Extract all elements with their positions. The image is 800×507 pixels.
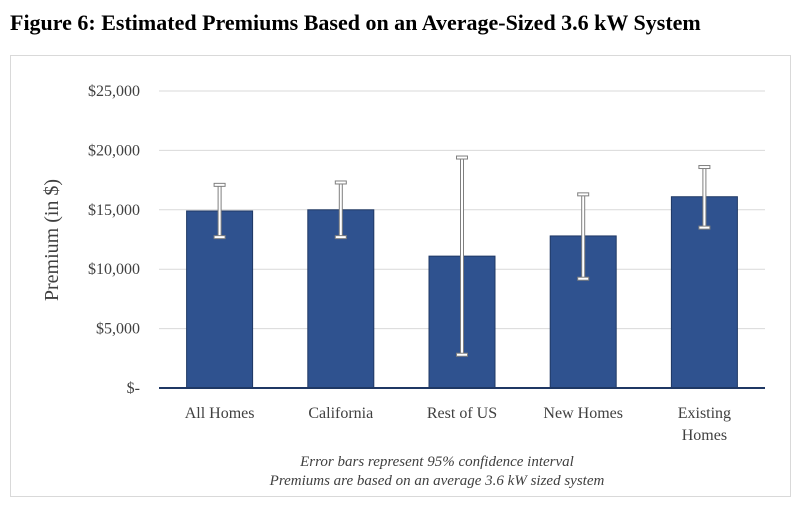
x-tick-label: All Homes bbox=[185, 405, 255, 422]
bar bbox=[307, 209, 375, 389]
y-tick-label: $25,000 bbox=[88, 83, 140, 100]
x-tick-label: Existing bbox=[678, 405, 731, 422]
bars bbox=[186, 196, 738, 389]
y-axis: $- $5,000 $10,000 $15,000 $20,000 $25,000 bbox=[88, 83, 140, 397]
x-tick-label: New Homes bbox=[543, 405, 623, 422]
error-bar bbox=[334, 180, 347, 240]
chart-frame bbox=[10, 55, 791, 497]
figure-title: Figure 6: Estimated Premiums Based on an… bbox=[10, 10, 701, 35]
x-axis: All Homes California Rest of US New Homes Ex… bbox=[159, 387, 765, 444]
y-tick-label: $20,000 bbox=[88, 142, 140, 159]
chart-note-1: Error bars represent 95% confidence inte… bbox=[299, 454, 574, 470]
y-tick-label: $5,000 bbox=[96, 321, 140, 338]
x-tick-label: Rest of US bbox=[427, 405, 497, 422]
x-tick-label: California bbox=[308, 405, 373, 422]
x-tick-label: Homes bbox=[682, 427, 727, 444]
chart-note-2: Premiums are based on an average 3.6 kW … bbox=[269, 473, 605, 489]
y-tick-label: $- bbox=[127, 380, 140, 397]
error-bar bbox=[213, 182, 226, 240]
bar bbox=[186, 210, 254, 389]
error-bar bbox=[698, 165, 711, 230]
error-bar bbox=[456, 155, 468, 357]
error-bar bbox=[577, 192, 590, 281]
y-tick-label: $10,000 bbox=[88, 261, 140, 278]
y-tick-label: $15,000 bbox=[88, 202, 140, 219]
error-bars bbox=[213, 155, 711, 357]
y-axis-label: Premium (in $) bbox=[41, 179, 63, 301]
